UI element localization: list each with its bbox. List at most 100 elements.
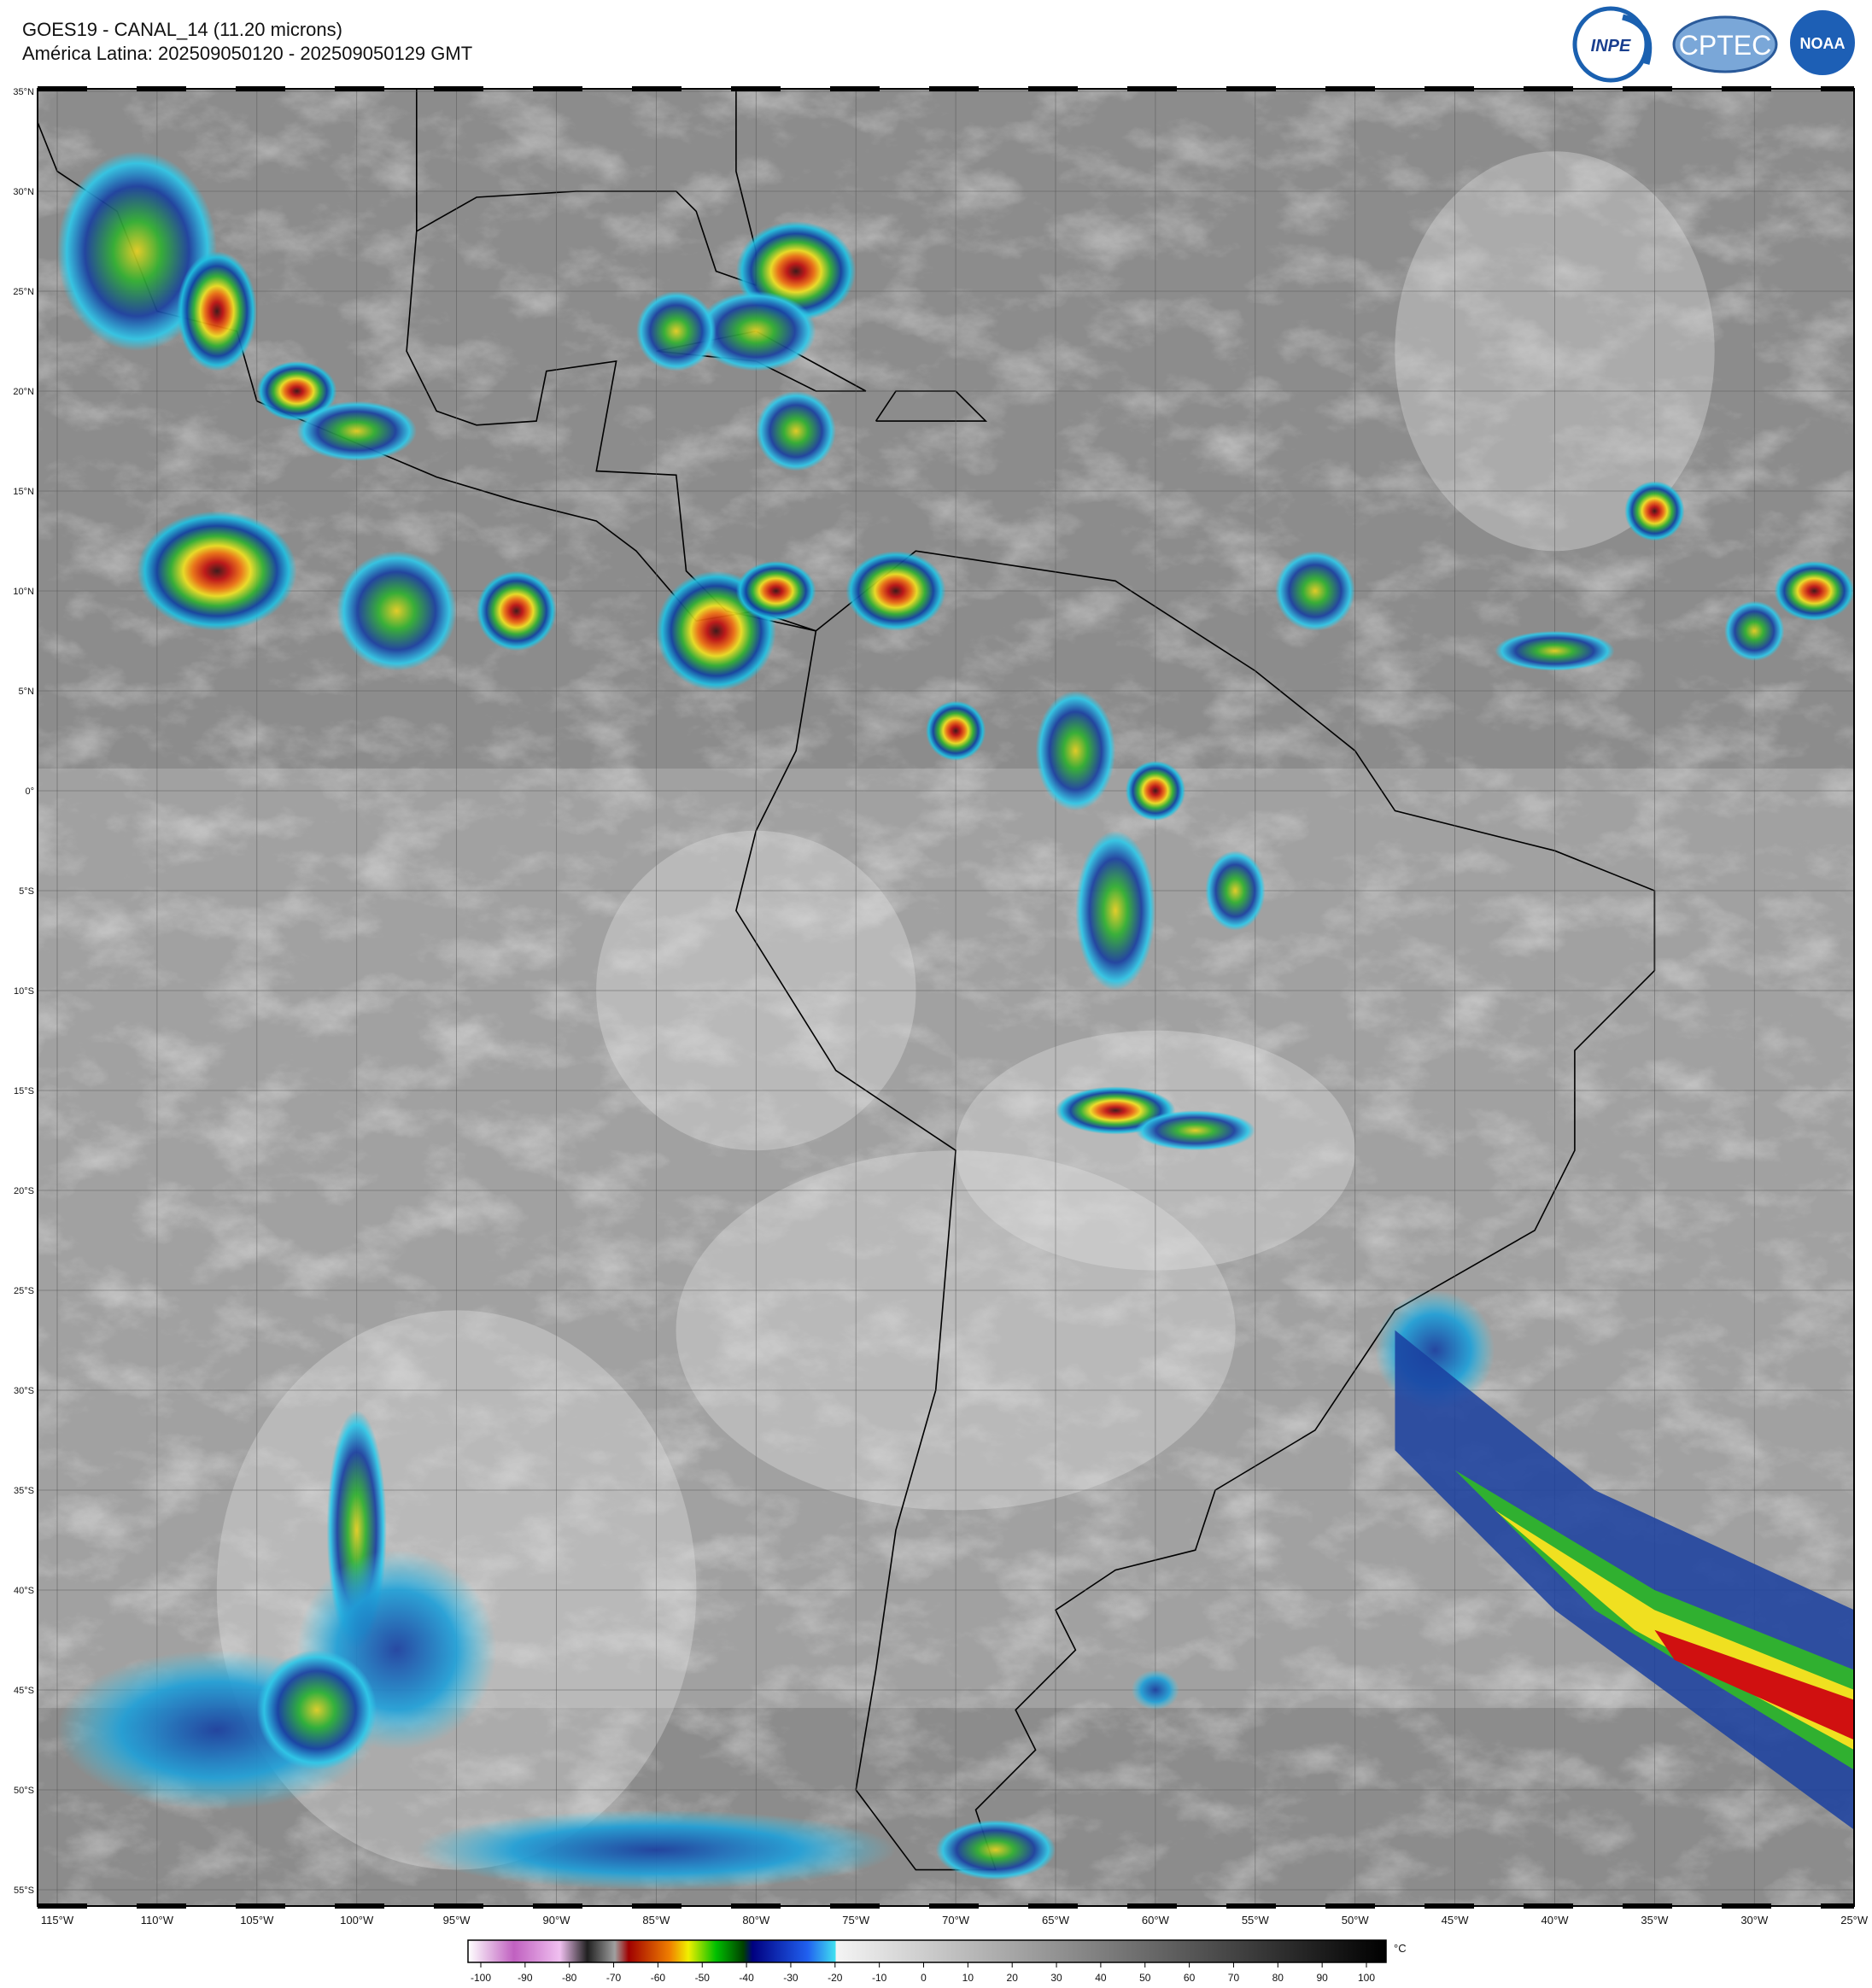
colorbar xyxy=(467,1939,1387,1963)
lat-label: 35°S xyxy=(14,1486,34,1496)
lon-label: 85°W xyxy=(642,1914,670,1927)
convective-cell xyxy=(1774,560,1854,622)
lat-label: 20°S xyxy=(14,1186,34,1196)
lat-label: 5°N xyxy=(19,687,35,697)
colorbar-unit: °C xyxy=(1394,1942,1407,1955)
convective-cell xyxy=(177,251,257,371)
lon-label: 95°W xyxy=(443,1914,471,1927)
lon-label: 35°W xyxy=(1641,1914,1669,1927)
logo-badge xyxy=(1787,7,1858,79)
convective-cell xyxy=(476,570,557,652)
lat-label: 50°S xyxy=(14,1786,34,1796)
lat-label: 35°N xyxy=(13,87,34,97)
convective-cell xyxy=(1275,551,1355,631)
coastline xyxy=(416,89,758,287)
colorbar-tick-label: 20 xyxy=(1007,1972,1019,1984)
lon-label: 115°W xyxy=(41,1914,74,1927)
colorbar-tick-label: -90 xyxy=(518,1972,533,1984)
map-area xyxy=(38,89,1854,1906)
colorbar-tick-label: -80 xyxy=(562,1972,577,1984)
colorbar-tick-label: 80 xyxy=(1272,1972,1284,1984)
colorbar-tick-label: 100 xyxy=(1358,1972,1375,1984)
lat-label: 20°N xyxy=(13,387,34,397)
lon-label: 45°W xyxy=(1442,1914,1470,1927)
colorbar-tick-label: -30 xyxy=(783,1972,799,1984)
lon-label: 90°W xyxy=(543,1914,571,1927)
coastline xyxy=(38,89,816,632)
convective-cell xyxy=(56,151,218,352)
logo-arrow xyxy=(1622,14,1653,65)
convective-cell xyxy=(1724,600,1785,661)
convective-cell xyxy=(416,1810,897,1890)
colorbar-tick-label: 60 xyxy=(1184,1972,1196,1984)
convective-cell xyxy=(735,560,816,622)
lat-label: 30°S xyxy=(14,1386,34,1396)
colorbar-tick-label: 30 xyxy=(1050,1972,1062,1984)
title: GOES19 - CANAL_14 (11.20 microns) xyxy=(22,19,342,40)
logo-text: NOAA xyxy=(1800,35,1846,52)
convective-cell xyxy=(256,1650,377,1770)
colorbar-tick-label: 50 xyxy=(1139,1972,1151,1984)
convective-cell xyxy=(1495,630,1615,671)
lat-label: 30°N xyxy=(13,187,34,197)
convective-cell xyxy=(845,551,946,631)
lon-label: 100°W xyxy=(340,1914,374,1927)
lat-label: 10°N xyxy=(13,587,34,597)
convective-cell xyxy=(935,1820,1056,1880)
colorbar-tick-label: -20 xyxy=(828,1972,843,1984)
lat-label: 40°S xyxy=(14,1586,34,1596)
convective-cell xyxy=(756,391,836,471)
convective-cell xyxy=(696,291,816,371)
colorbar-tick-label: 40 xyxy=(1095,1972,1107,1984)
convective-cell xyxy=(926,700,986,761)
frontal-band xyxy=(1654,1629,1854,1740)
convective-cell xyxy=(296,401,417,461)
convective-cell xyxy=(256,360,337,422)
colorbar-tick-label: 90 xyxy=(1316,1972,1328,1984)
convective-cell xyxy=(635,291,717,371)
subtitle: América Latina: 202509050120 - 202509050… xyxy=(22,43,472,64)
lon-label: 50°W xyxy=(1342,1914,1370,1927)
lon-label: 60°W xyxy=(1142,1914,1170,1927)
logo-badge xyxy=(1672,15,1778,73)
lat-label: 55°S xyxy=(14,1886,34,1896)
convective-cell xyxy=(1035,691,1116,811)
colorbar-tick-label: -10 xyxy=(872,1972,887,1984)
colorbar-tick-label: -70 xyxy=(606,1972,622,1984)
convective-cell xyxy=(1205,851,1266,931)
convective-cell xyxy=(336,551,457,671)
lon-label: 105°W xyxy=(240,1914,274,1927)
convective-cell xyxy=(137,511,297,631)
convective-cell xyxy=(1135,1110,1255,1151)
convective-cell xyxy=(1075,830,1155,991)
lon-label: 80°W xyxy=(742,1914,770,1927)
lon-label: 75°W xyxy=(842,1914,870,1927)
lat-label: 25°N xyxy=(13,287,34,297)
convective-cell xyxy=(1125,760,1185,822)
lon-label: 30°W xyxy=(1740,1914,1769,1927)
convective-cell xyxy=(1131,1669,1179,1710)
lon-label: 70°W xyxy=(942,1914,970,1927)
lon-label: 65°W xyxy=(1042,1914,1070,1927)
lat-label: 15°N xyxy=(13,487,34,497)
colorbar-tick-label: 70 xyxy=(1228,1972,1240,1984)
colorbar-tick-label: 0 xyxy=(921,1972,927,1984)
logo-text: INPE xyxy=(1591,37,1631,56)
convective-cell xyxy=(1624,481,1685,541)
colorbar-tick-label: -100 xyxy=(471,1972,491,1984)
logo-text: CPTEC xyxy=(1679,30,1771,61)
lon-label: 25°W xyxy=(1840,1914,1869,1927)
colorbar-tick-label: -50 xyxy=(695,1972,711,1984)
lat-label: 5°S xyxy=(19,886,34,897)
lat-label: 0° xyxy=(25,786,34,797)
lon-label: 110°W xyxy=(141,1914,174,1927)
lat-label: 10°S xyxy=(14,986,34,997)
colorbar-tick-label: -60 xyxy=(651,1972,666,1984)
colorbar-tick-label: 10 xyxy=(962,1972,974,1984)
colorbar-tick-label: -40 xyxy=(739,1972,754,1984)
lon-label: 55°W xyxy=(1242,1914,1270,1927)
lon-label: 40°W xyxy=(1541,1914,1570,1927)
logos: INPE CPTEC NOAA xyxy=(1572,6,1858,83)
